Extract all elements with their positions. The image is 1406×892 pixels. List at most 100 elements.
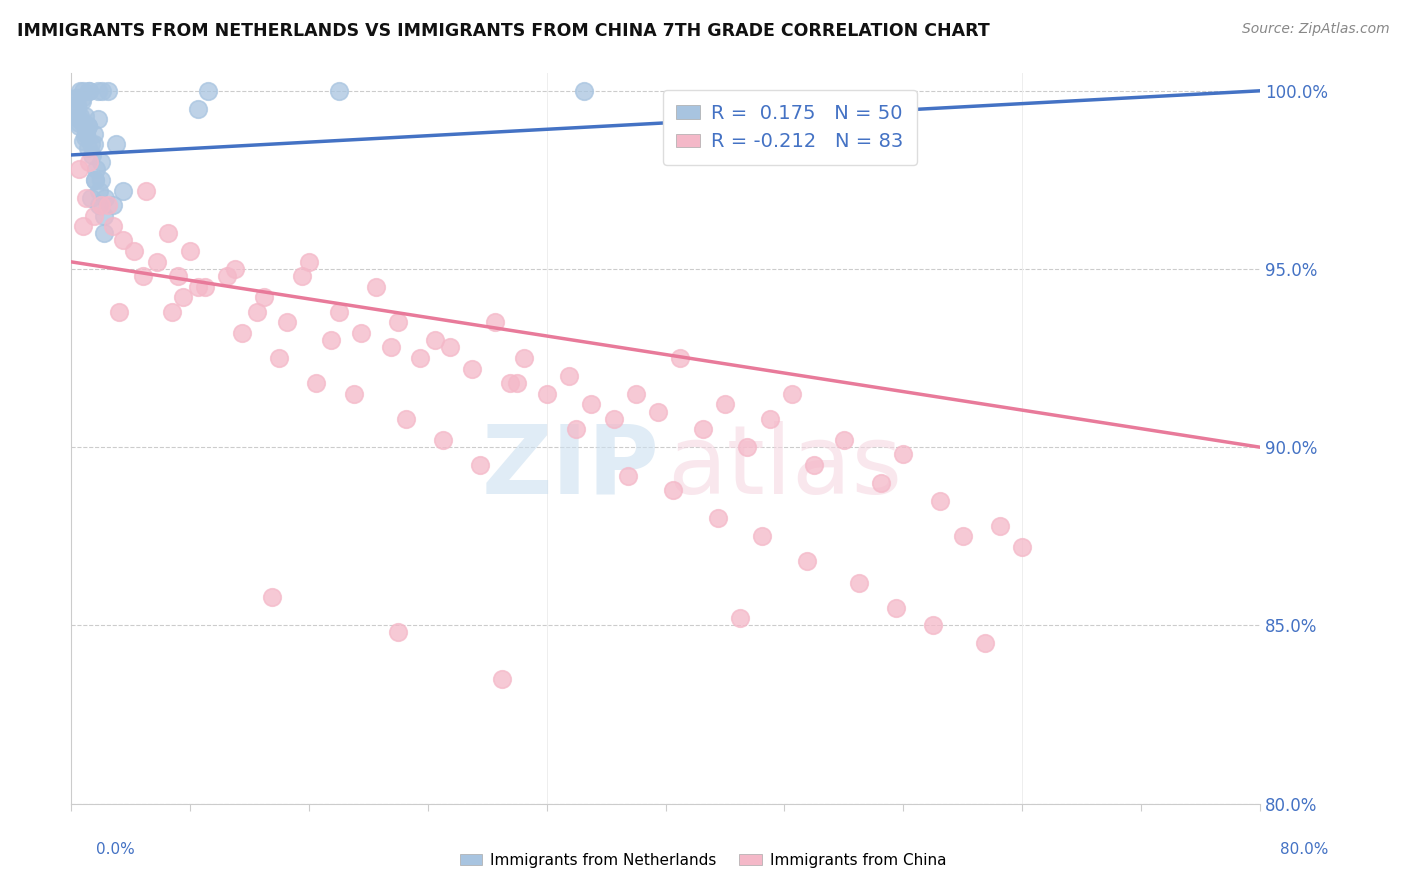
Point	[89, 198, 111, 212]
Point	[84, 173, 107, 187]
Point	[751, 529, 773, 543]
Point	[328, 305, 350, 319]
Point	[848, 575, 870, 590]
Point	[217, 269, 239, 284]
Point	[66, 102, 89, 116]
Point	[624, 386, 647, 401]
Point	[104, 137, 127, 152]
Point	[780, 386, 803, 401]
Point	[83, 209, 105, 223]
Point	[714, 397, 737, 411]
Point	[69, 109, 91, 123]
Point	[101, 198, 124, 212]
Point	[93, 227, 115, 241]
Point	[387, 625, 409, 640]
Point	[832, 433, 855, 447]
Point	[364, 280, 387, 294]
Text: Source: ZipAtlas.com: Source: ZipAtlas.com	[1241, 22, 1389, 37]
Point	[276, 315, 298, 329]
Text: 80.0%: 80.0%	[1281, 842, 1329, 856]
Point	[91, 84, 114, 98]
Point	[269, 351, 291, 365]
Point	[290, 269, 312, 284]
Point	[90, 198, 112, 212]
Point	[260, 590, 283, 604]
Point	[66, 91, 89, 105]
Text: IMMIGRANTS FROM NETHERLANDS VS IMMIGRANTS FROM CHINA 7TH GRADE CORRELATION CHART: IMMIGRANTS FROM NETHERLANDS VS IMMIGRANT…	[17, 22, 990, 40]
Point	[186, 280, 208, 294]
Point	[231, 326, 253, 340]
Point	[498, 376, 520, 390]
Point	[90, 155, 112, 169]
Point	[796, 554, 818, 568]
Point	[83, 137, 105, 152]
Point	[197, 84, 219, 98]
Point	[692, 422, 714, 436]
Point	[80, 148, 103, 162]
Point	[706, 511, 728, 525]
Point	[506, 376, 529, 390]
Point	[131, 269, 153, 284]
Point	[86, 162, 108, 177]
Point	[484, 315, 506, 329]
Point	[76, 120, 98, 134]
Point	[162, 305, 184, 319]
Point	[380, 340, 402, 354]
Point	[90, 173, 112, 187]
Point	[194, 280, 217, 294]
Point	[328, 84, 350, 98]
Point	[83, 127, 105, 141]
Point	[75, 127, 97, 141]
Point	[728, 611, 751, 625]
Point	[67, 120, 90, 134]
Point	[75, 191, 97, 205]
Point	[73, 130, 96, 145]
Point	[75, 127, 97, 141]
Point	[156, 227, 179, 241]
Point	[167, 269, 190, 284]
Point	[929, 493, 952, 508]
Point	[79, 191, 101, 205]
Point	[72, 219, 94, 234]
Point	[439, 340, 461, 354]
Point	[253, 291, 276, 305]
Point	[69, 84, 91, 98]
Point	[425, 333, 447, 347]
Point	[662, 483, 685, 497]
Point	[758, 411, 780, 425]
Point	[135, 184, 157, 198]
Point	[565, 422, 588, 436]
Point	[602, 411, 624, 425]
Point	[179, 244, 201, 259]
Point	[974, 636, 997, 650]
Point	[884, 600, 907, 615]
Point	[76, 141, 98, 155]
Point	[72, 84, 94, 98]
Legend: Immigrants from Netherlands, Immigrants from China: Immigrants from Netherlands, Immigrants …	[454, 847, 952, 873]
Point	[67, 116, 90, 130]
Point	[107, 305, 129, 319]
Point	[101, 219, 124, 234]
Point	[89, 184, 111, 198]
Point	[922, 618, 945, 632]
Point	[87, 84, 110, 98]
Point	[77, 155, 100, 169]
Legend: R =  0.175   N = 50, R = -0.212   N = 83: R = 0.175 N = 50, R = -0.212 N = 83	[662, 90, 917, 165]
Point	[513, 351, 536, 365]
Point	[67, 162, 90, 177]
Point	[97, 84, 120, 98]
Point	[321, 333, 343, 347]
Text: atlas: atlas	[666, 421, 903, 514]
Point	[350, 326, 373, 340]
Point	[342, 386, 364, 401]
Point	[468, 458, 491, 472]
Point	[246, 305, 269, 319]
Point	[97, 198, 120, 212]
Point	[394, 411, 416, 425]
Point	[1011, 540, 1033, 554]
Text: 0.0%: 0.0%	[96, 842, 135, 856]
Point	[803, 458, 825, 472]
Point	[65, 91, 87, 105]
Point	[76, 120, 98, 134]
Point	[558, 368, 581, 383]
